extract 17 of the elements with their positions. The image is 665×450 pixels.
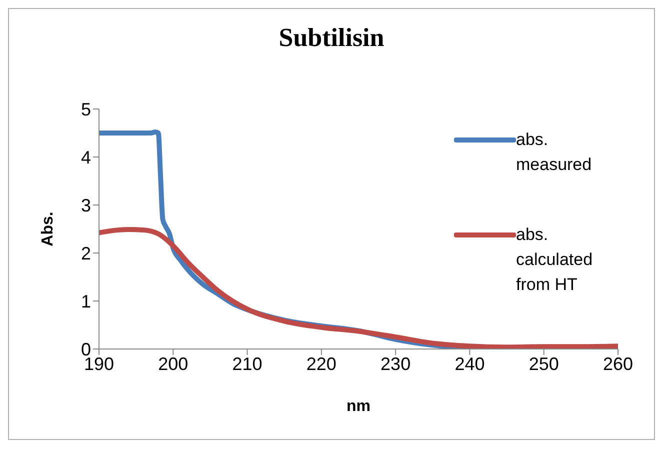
x-tick-label: 230 [380, 354, 411, 374]
legend-label: abs. measured [516, 129, 593, 176]
x-tick-label: 210 [232, 354, 262, 374]
x-tick-label: 250 [528, 354, 559, 374]
legend-label: abs. calculated from HT [516, 224, 594, 296]
y-tick-label: 4 [80, 147, 91, 168]
x-tick-label: 240 [454, 354, 485, 374]
y-axis-title: Abs. [40, 212, 57, 246]
chart-title: Subtilisin [278, 23, 386, 53]
y-tick-label: 2 [80, 243, 91, 264]
y-tick-label: 1 [80, 291, 91, 312]
y-tick-label: 5 [80, 99, 91, 120]
y-tick-label: 3 [80, 195, 91, 216]
x-tick-label: 200 [158, 354, 188, 374]
x-tick-label: 220 [306, 354, 336, 374]
x-axis-title: nm [346, 398, 370, 415]
x-tick-label: 260 [602, 354, 634, 374]
